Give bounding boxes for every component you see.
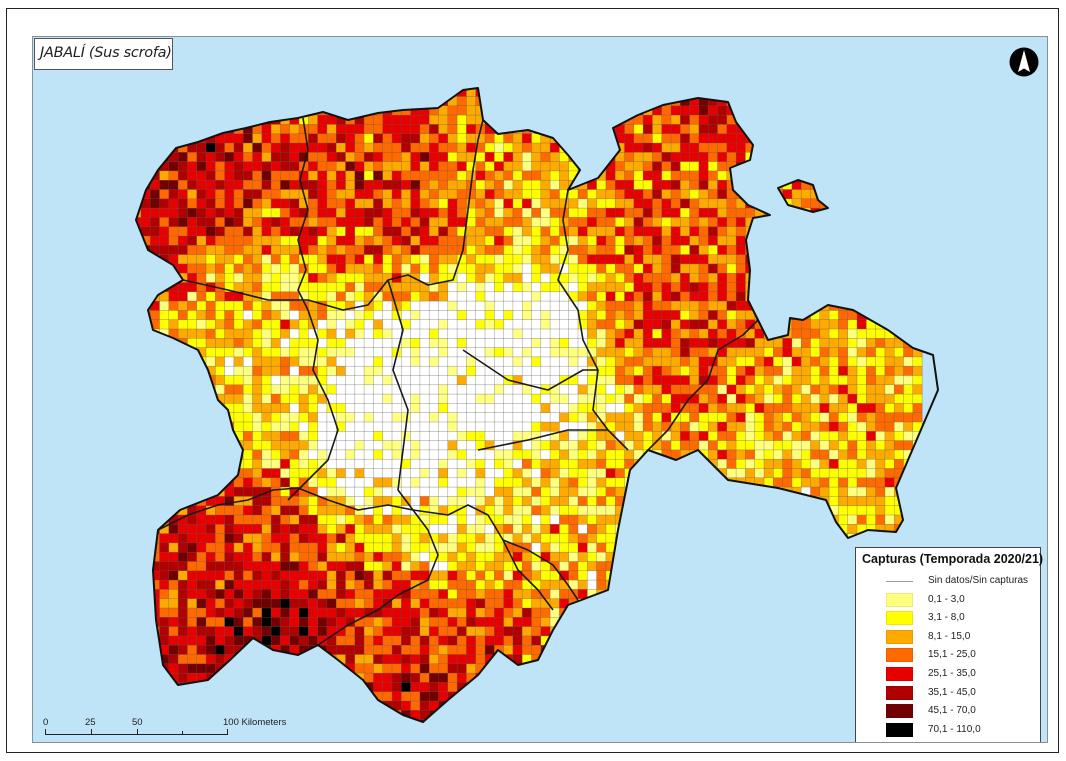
legend-swatch [886,592,913,607]
scale-bar: 0 25 50 100 Kilometers [41,717,301,741]
scale-label-0: 0 [43,717,49,728]
legend-item: 25,1 - 35,0 [886,667,1036,683]
legend-item: 0,1 - 3,0 [886,592,1036,609]
legend-item: 45,1 - 70,0 [886,704,1036,720]
legend-swatch [886,685,913,700]
legend-swatch [886,704,913,719]
legend-label: 3,1 - 8,0 [928,612,965,624]
province-borders [135,87,939,723]
legend-title: Capturas (Temporada 2020/21) [862,552,1044,566]
legend: Capturas (Temporada 2020/21) Sin datos/S… [855,547,1044,742]
map-frame: JABALÍ (Sus scrofa) Capturas (Temporada … [32,36,1048,743]
legend-label: 25,1 - 35,0 [928,668,976,679]
legend-swatch [886,722,913,737]
legend-item: 8,1 - 15,0 [886,629,1036,646]
legend-label: 8,1 - 15,0 [928,630,971,642]
legend-swatch [886,611,913,626]
legend-label: 35,1 - 45,0 [928,686,976,698]
scale-tick [137,729,138,735]
legend-item: 15,1 - 25,0 [886,648,1036,664]
legend-swatch [886,574,913,582]
legend-label: Sin datos/Sin capturas [928,575,1029,586]
scale-tick [45,729,46,735]
legend-label: 45,1 - 70,0 [928,705,976,717]
legend-item: 35,1 - 45,0 [886,685,1036,702]
scale-line [45,734,227,735]
legend-swatch [886,667,913,681]
legend-label: 15,1 - 25,0 [928,649,976,661]
scale-label-50: 50 [132,717,143,728]
scale-label-25: 25 [85,717,96,728]
legend-item: 3,1 - 8,0 [886,611,1036,627]
north-arrow-icon [1009,47,1039,77]
legend-label: 70,1 - 110,0 [928,723,981,735]
legend-item: 70,1 - 110,0 [886,722,1036,739]
grid-cells [136,88,923,722]
legend-label: 0,1 - 3,0 [928,593,965,605]
scale-tick [182,731,183,735]
scale-tick [227,729,228,735]
map-title: JABALÍ (Sus scrofa) [34,38,173,70]
scale-tick [91,729,92,735]
legend-swatch [886,629,913,644]
legend-swatch [886,648,913,663]
legend-item: Sin datos/Sin capturas [886,574,1036,590]
scale-label-100: 100 Kilometers [223,717,287,728]
page-frame: JABALÍ (Sus scrofa) Capturas (Temporada … [6,8,1059,753]
choropleth-map [135,87,939,723]
